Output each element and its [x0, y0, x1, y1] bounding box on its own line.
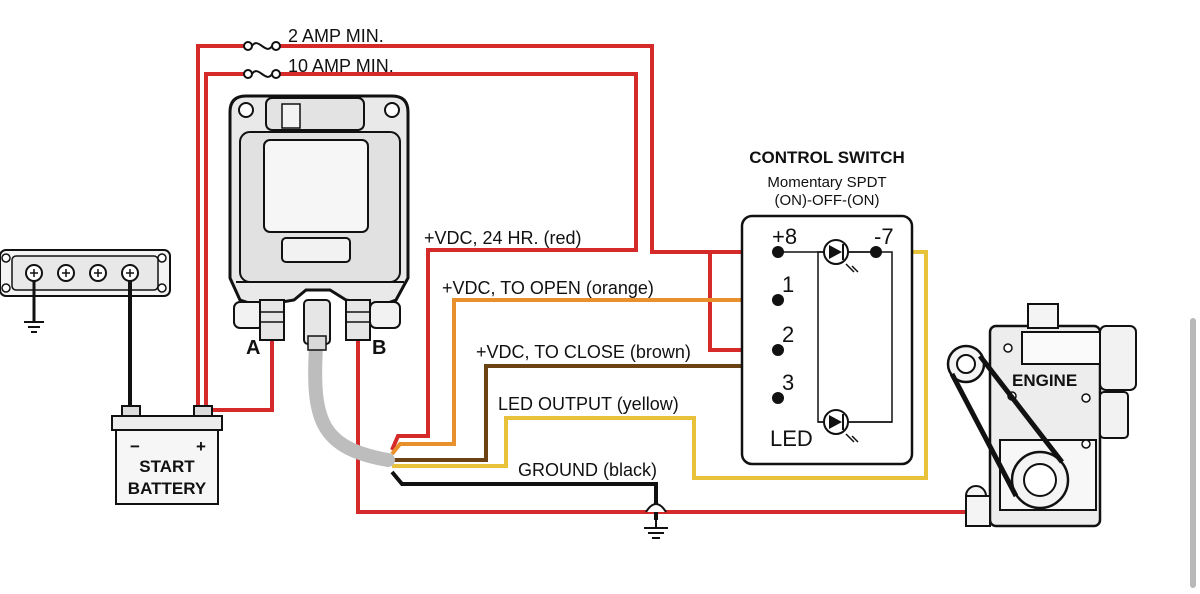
remote-battery-switch-icon	[228, 94, 410, 351]
engine-icon	[946, 303, 1137, 528]
fuse-10amp-icon	[243, 69, 281, 79]
red-wire-terminal-b-engine	[356, 340, 968, 514]
led-lower-icon	[823, 409, 859, 443]
control-switch-title: CONTROL SWITCH	[749, 148, 905, 167]
start-battery-icon	[111, 405, 223, 505]
pin-3-label: 3	[782, 370, 794, 395]
switch-terminal-3	[772, 392, 784, 404]
wire-label-led-output: LED OUTPUT (yellow)	[498, 394, 679, 414]
red-wire-24hr	[276, 72, 638, 451]
wire-label-open: +VDC, TO OPEN (orange)	[442, 278, 654, 298]
pin-2-label: 2	[782, 322, 794, 347]
black-wire-ground	[390, 470, 658, 520]
switch-terminal-2	[772, 344, 784, 356]
terminal-b-label: B	[372, 337, 386, 359]
control-switch-subtitle: Momentary SPDT	[767, 174, 886, 191]
battery-minus-sign: −	[130, 437, 140, 456]
fuse-2amp-icon	[243, 41, 281, 51]
red-wire-terminal-a	[212, 340, 274, 412]
fuse-10amp-label: 10 AMP MIN.	[288, 56, 394, 76]
red-wire-2amp	[196, 44, 248, 410]
vertical-scrollbar[interactable]	[1190, 318, 1196, 588]
red-wire-10amp	[204, 72, 248, 410]
battery-plus-sign: +	[196, 437, 206, 456]
yellow-wire-led	[392, 250, 928, 480]
led-label: LED	[770, 426, 813, 451]
switch-terminal-minus7	[870, 246, 882, 258]
control-switch-mode: (ON)-OFF-(ON)	[775, 192, 880, 209]
gray-cable-bundle	[308, 339, 395, 467]
fuse-2amp-label: 2 AMP MIN.	[288, 26, 384, 46]
bus-bar-icon	[0, 249, 171, 297]
led-upper-icon	[823, 239, 859, 273]
pin-1-label: 1	[782, 272, 794, 297]
engine-label: ENGINE	[1012, 371, 1077, 390]
battery-label-line2: BATTERY	[128, 479, 207, 498]
terminal-a-label: A	[246, 337, 260, 359]
wire-label-close: +VDC, TO CLOSE (brown)	[476, 342, 691, 362]
battery-label-line1: START	[139, 457, 195, 476]
wire-label-ground: GROUND (black)	[518, 460, 657, 480]
pin-minus7-label: -7	[874, 224, 894, 249]
ground-junction-icon	[644, 503, 668, 539]
pin-plus8-label: +8	[772, 224, 797, 249]
ground-symbol-icon	[24, 321, 44, 333]
switch-terminal-plus8	[772, 246, 784, 258]
orange-wire-open	[390, 298, 778, 456]
red-wire-2amp-continued	[276, 44, 778, 254]
wire-label-24hr: +VDC, 24 HR. (red)	[424, 228, 582, 248]
control-switch-box	[740, 214, 914, 466]
switch-terminal-1	[772, 294, 784, 306]
